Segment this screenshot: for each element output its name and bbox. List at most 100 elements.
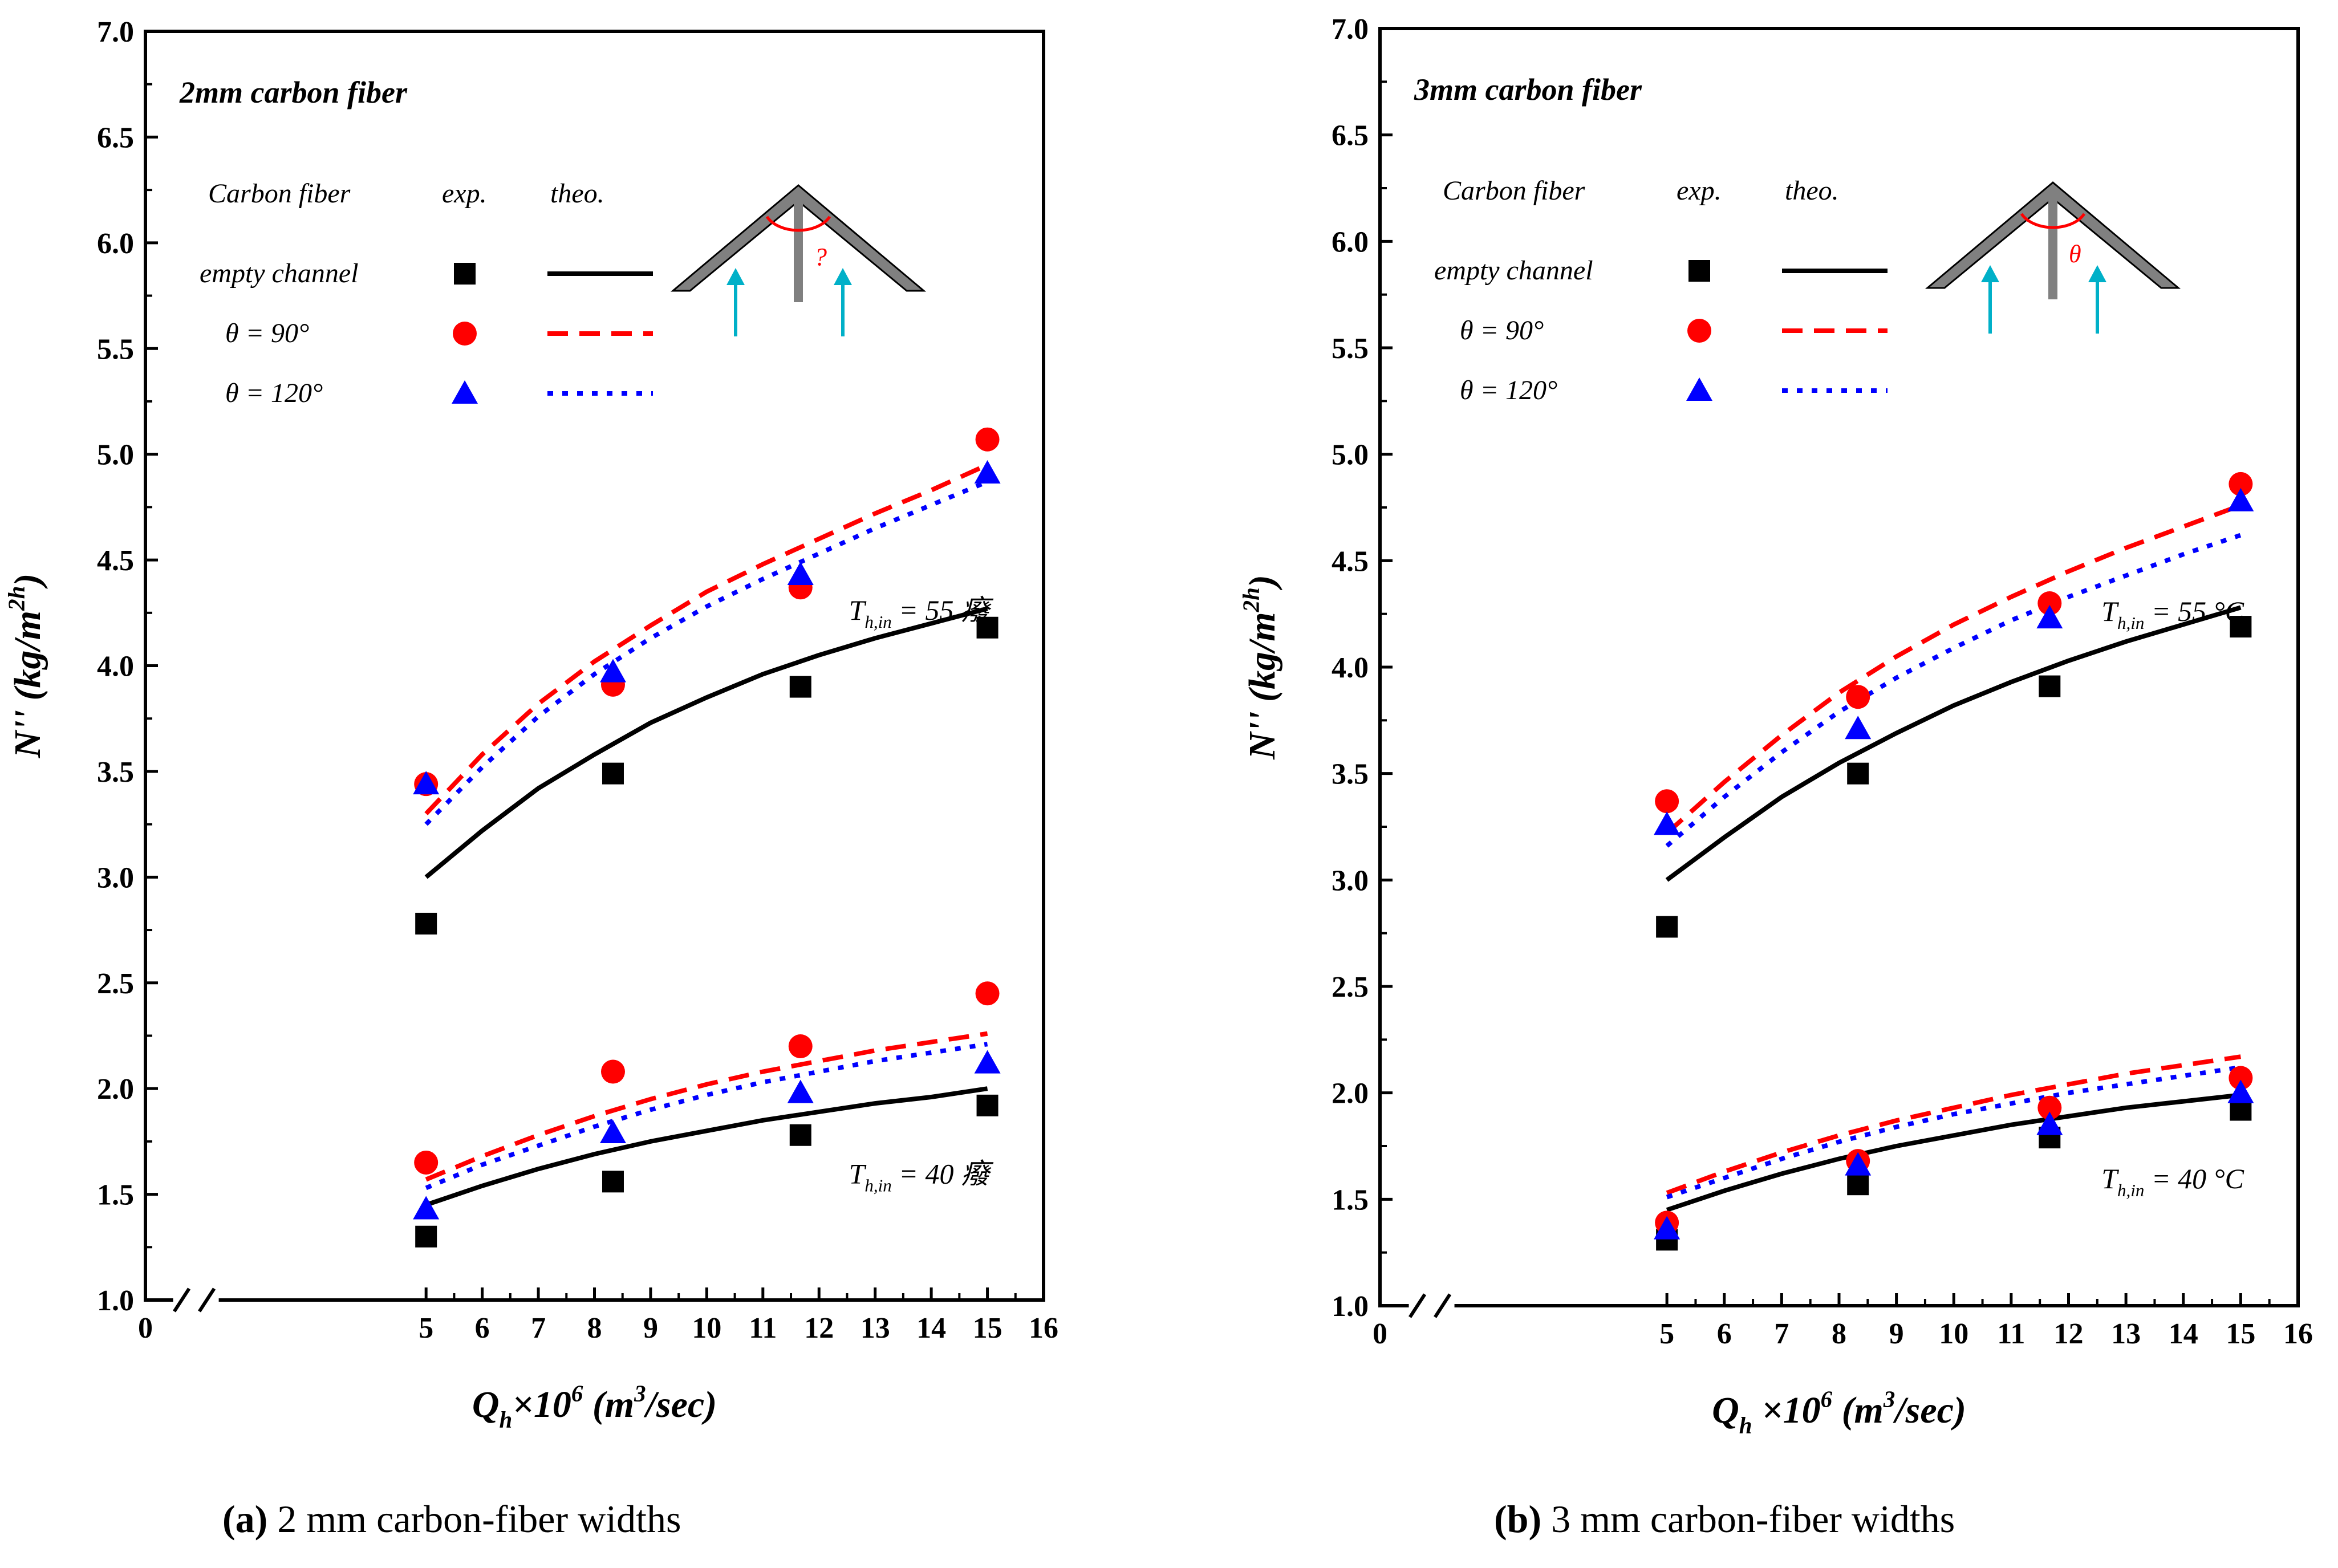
panel-b-legend-header-label: Carbon fiber <box>1443 176 1585 206</box>
panel-b-series-1-point-1 <box>1846 685 1870 709</box>
panel-a-legend-header-label: Carbon fiber <box>208 178 351 209</box>
panel-b-series-0-point-0 <box>1656 916 1678 938</box>
panel-a-series-0-point-0 <box>415 912 437 935</box>
panel-a-series-5-point-0 <box>413 1196 440 1220</box>
caption-b-letter: (b) <box>1494 1497 1542 1541</box>
panel-a: 1.0 1.5 2.0 2.5 3.0 3.5 4.0 4.5 5.0 5.5 6.0 6.5 7.0 0… <box>3 16 1058 1432</box>
panel-a-ytick-label-2: 2.0 <box>97 1073 134 1106</box>
panel-a-series-3-point-0 <box>415 1225 437 1248</box>
panel-b-ytick-label-9: 5.5 <box>1332 332 1369 365</box>
panel-b-xtick-label-7: 11 <box>1997 1318 2025 1350</box>
panel-a-annotation-40-part-1: h,in <box>864 1176 891 1196</box>
panel-b-y-axis-label-part-1: 2h <box>1238 587 1264 612</box>
panel-a-series-3-point-2 <box>789 1124 811 1146</box>
panel-a-inset-flow-arrowhead-1 <box>834 268 852 285</box>
panel-b-series-1-point-0 <box>1655 789 1679 814</box>
panel-b-xtick-label-10: 14 <box>2169 1318 2198 1350</box>
panel-b-ytick-label-8: 5.0 <box>1332 439 1369 472</box>
panel-a-legend-header-exp: exp. <box>442 178 487 209</box>
panel-b-theory-curve-1 <box>1665 503 2242 835</box>
panel-a-series-5-point-2 <box>787 1079 814 1103</box>
panel-a-legend-header-theo: theo. <box>550 178 604 209</box>
panel-a-series-3-point-3 <box>976 1094 998 1116</box>
panel-b-theory-curve-0 <box>1665 605 2242 882</box>
panel-a-xtick-label-0: 0 <box>138 1312 153 1344</box>
panel-b-axis-break-mark-1 <box>1409 1293 1427 1318</box>
panel-b-xtick-label-6: 10 <box>1939 1318 1968 1350</box>
panel-a-ytick-label-5: 3.5 <box>97 756 134 789</box>
panel-a-theory-curve-0 <box>424 606 988 879</box>
panel-a-x-axis-label-part-0: Q <box>472 1384 500 1425</box>
panel-a-ytick-label-10: 6.0 <box>97 228 134 260</box>
panel-b-series-0-point-3 <box>2230 616 2252 638</box>
panel-a-x-axis-label-part-1: h <box>499 1407 512 1432</box>
panel-a-ytick-label-11: 6.5 <box>97 121 134 154</box>
panel-b-x-axis-label-part-1: h <box>1739 1412 1752 1438</box>
panel-a-xtick-label-12: 16 <box>1029 1312 1058 1344</box>
panel-a-legend-label-2: θ = 120° <box>225 378 323 408</box>
panel-b-series-3-point-1 <box>1847 1173 1869 1196</box>
panel-b-x-axis-label-part-0: Q <box>1712 1390 1739 1431</box>
panel-a-annotation-40-part-2: = 40 癈 <box>892 1158 994 1190</box>
panel-a-y-axis-label-part-0: N'' (kg/m <box>7 611 48 759</box>
panel-a-series-5-point-3 <box>974 1050 1001 1074</box>
panel-b-ytick-label-4: 3.0 <box>1332 864 1369 897</box>
panel-a-ytick-label-9: 5.5 <box>97 333 134 365</box>
panel-a-ytick-label-12: 7.0 <box>97 16 134 48</box>
panel-a-x-axis-label-part-2: ×10 <box>512 1384 571 1425</box>
panel-a-theory-curve-4 <box>425 1031 988 1182</box>
panel-a-title: 2mm carbon fiber <box>179 75 408 109</box>
panel-b-axis-break-mark-2 <box>1434 1293 1452 1318</box>
panel-b-x-axis-label-part-6: /sec) <box>1893 1390 1966 1431</box>
panel-b-legend-label-0: empty channel <box>1434 255 1593 286</box>
panel-a-theory-curve-2 <box>424 480 989 826</box>
panel-b-ytick-label-12: 7.0 <box>1332 13 1369 46</box>
panel-a-x-axis-label-part-4: (m <box>583 1384 634 1425</box>
panel-a-inset-angle-arc <box>765 216 831 232</box>
panel-b-xtick-label-2: 6 <box>1717 1318 1732 1350</box>
panel-a-annotation-40: Th,in = 40 癈 <box>849 1158 994 1196</box>
panel-a-annotation-40-part-0: T <box>849 1158 867 1190</box>
panel-a-plot-frame <box>144 30 1045 1302</box>
panel-a-inset-fiber <box>794 191 803 302</box>
panel-a-series-0-point-3 <box>976 616 998 639</box>
panel-b-title: 3mm carbon fiber <box>1414 72 1642 107</box>
panel-a-legend-marker-2 <box>452 380 478 404</box>
panel-a-ytick-label-0: 1.0 <box>97 1285 134 1317</box>
panel-a-theory-curve-1 <box>424 462 989 815</box>
panel-a-xtick-label-5: 9 <box>643 1312 658 1344</box>
panel-a-xtick-label-3: 7 <box>531 1312 546 1344</box>
panel-b-x-axis-label-part-5: 3 <box>1883 1386 1895 1412</box>
panel-a-inset-flow-arrowhead-0 <box>726 268 745 285</box>
panel-b-plot-frame <box>1378 27 2300 1307</box>
panel-a-xtick-label-11: 15 <box>973 1312 1002 1344</box>
panel-a-legend-label-1: θ = 90° <box>225 318 309 348</box>
panel-b-legend-label-1: θ = 90° <box>1460 315 1544 346</box>
panel-a-inset-angle-label: ? <box>814 243 827 271</box>
panel-b-theory-curve-5 <box>1666 1065 2241 1200</box>
panel-b-annotation-40-part-0: T <box>2101 1163 2119 1195</box>
panel-b-x-axis-label: Qh ×106 (m3/sec) <box>1712 1386 1966 1438</box>
caption-a-text: 2 mm carbon-fiber widths <box>267 1497 681 1541</box>
panel-a-x-axis-label: Qh×106 (m3/sec) <box>472 1380 717 1432</box>
panel-b-legend-header-theo: theo. <box>1785 176 1839 206</box>
panel-a-series-2-point-2 <box>787 562 814 586</box>
panel-b-x-axis-label-part-2: ×10 <box>1752 1390 1821 1431</box>
panel-a-annotation-55-part-2: = 55 癈 <box>892 594 994 626</box>
panel-a-series-0-point-1 <box>602 762 624 785</box>
panel-a-series-4-point-0 <box>414 1150 439 1175</box>
panel-b-ytick-label-1: 1.5 <box>1332 1184 1369 1216</box>
panel-a-legend-marker-1 <box>453 322 477 346</box>
panel-b-series-1-point-3 <box>2229 472 2253 496</box>
panel-b: 1.0 1.5 2.0 2.5 3.0 3.5 4.0 4.5 5.0 5.5 6.0 6.5 7.0 0… <box>1238 13 2313 1438</box>
panel-a-y-axis-label: N'' (kg/m2h) <box>3 574 48 759</box>
panel-b-series-0-point-1 <box>1847 762 1869 785</box>
panel-b-inset-flow-arrowhead-1 <box>2088 265 2106 282</box>
panel-b-legend-marker-2 <box>1686 377 1712 401</box>
panel-b-legend-header-exp: exp. <box>1677 176 1722 206</box>
caption-a: (a) 2 mm carbon-fiber widths <box>222 1497 681 1542</box>
panel-b-xtick-label-5: 9 <box>1889 1318 1904 1350</box>
panel-a-y-axis-label-part-2: ) <box>7 574 48 589</box>
panel-a-series-1-point-3 <box>975 427 1000 452</box>
panel-b-series-5-point-2 <box>2036 1111 2063 1135</box>
